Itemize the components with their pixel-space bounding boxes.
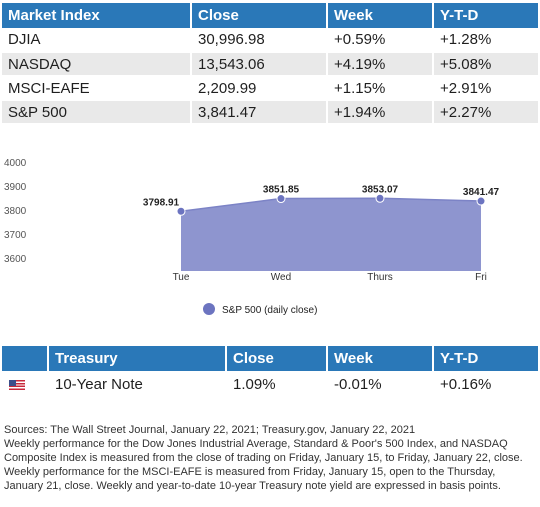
methodology-note: Weekly performance for the Dow Jones Ind… [4, 438, 523, 492]
treasury-table-header-row: Treasury Close Week Y-T-D [2, 346, 538, 371]
index-close: 2,209.99 [191, 76, 328, 101]
header-flag [2, 346, 49, 371]
index-week: +4.19% [327, 52, 434, 77]
data-label: 3841.47 [463, 187, 500, 198]
table-row: NASDAQ 13,543.06 +4.19% +5.08% [2, 52, 538, 77]
legend-label: S&P 500 (daily close) [222, 305, 317, 316]
x-tick-label: Wed [271, 272, 291, 283]
treasury-close: 1.09% [226, 371, 328, 398]
header-ytd: Y-T-D [433, 346, 538, 371]
y-tick-label: 3800 [4, 206, 27, 217]
table-row: MSCI-EAFE 2,209.99 +1.15% +2.91% [2, 76, 538, 101]
index-close: 3,841.47 [191, 100, 328, 125]
header-treasury: Treasury [48, 346, 227, 371]
treasury-ytd: +0.16% [433, 371, 538, 398]
us-flag-icon [9, 380, 25, 391]
table-row: 10-Year Note 1.09% -0.01% +0.16% [2, 371, 538, 398]
y-tick-label: 4000 [4, 158, 27, 169]
series-line [180, 197, 482, 213]
market-index-table: Market Index Close Week Y-T-D DJIA 30,99… [2, 3, 538, 125]
index-week: +0.59% [327, 28, 434, 53]
y-tick-label: 3900 [4, 182, 27, 193]
index-close: 13,543.06 [191, 52, 328, 77]
index-ytd: +1.28% [433, 28, 538, 53]
x-tick-label: Tue [173, 272, 190, 283]
sp500-chart: 4000 3900 3800 3700 3600 3798.91 3851.85 3853.0… [0, 150, 540, 325]
flag-cell [2, 371, 49, 398]
data-label: 3798.91 [143, 197, 180, 208]
header-close: Close [191, 3, 328, 28]
footnotes: Sources: The Wall Street Journal, Januar… [4, 423, 536, 493]
index-ytd: +2.27% [433, 100, 538, 125]
index-close: 30,996.98 [191, 28, 328, 53]
y-tick-label: 3700 [4, 230, 27, 241]
legend-marker [203, 303, 215, 315]
header-market-index: Market Index [2, 3, 192, 28]
index-name: NASDAQ [2, 52, 192, 77]
index-name: DJIA [2, 28, 192, 53]
data-label: 3851.85 [263, 185, 300, 196]
area-fill [181, 198, 481, 271]
treasury-table: Treasury Close Week Y-T-D 10-Year Note 1… [2, 346, 538, 398]
data-point [375, 193, 385, 203]
index-ytd: +5.08% [433, 52, 538, 77]
header-ytd: Y-T-D [433, 3, 538, 28]
data-label: 3853.07 [362, 184, 399, 195]
index-name: S&P 500 [2, 100, 192, 125]
market-table-header-row: Market Index Close Week Y-T-D [2, 3, 538, 28]
x-tick-label: Fri [475, 272, 487, 283]
table-row: DJIA 30,996.98 +0.59% +1.28% [2, 28, 538, 53]
index-name: MSCI-EAFE [2, 76, 192, 101]
index-ytd: +2.91% [433, 76, 538, 101]
y-tick-label: 3600 [4, 254, 27, 265]
header-week: Week [327, 346, 434, 371]
data-point [276, 194, 286, 204]
data-point [176, 206, 186, 216]
header-close: Close [226, 346, 328, 371]
index-week: +1.15% [327, 76, 434, 101]
data-point [476, 196, 486, 206]
index-week: +1.94% [327, 100, 434, 125]
header-week: Week [327, 3, 434, 28]
x-tick-label: Thurs [367, 272, 393, 283]
treasury-name: 10-Year Note [48, 371, 227, 398]
sp500-chart-svg: 4000 3900 3800 3700 3600 3798.91 3851.85 3853.0… [4, 158, 500, 316]
treasury-week: -0.01% [327, 371, 434, 398]
table-row: S&P 500 3,841.47 +1.94% +2.27% [2, 100, 538, 125]
sources-note: Sources: The Wall Street Journal, Januar… [4, 424, 416, 436]
